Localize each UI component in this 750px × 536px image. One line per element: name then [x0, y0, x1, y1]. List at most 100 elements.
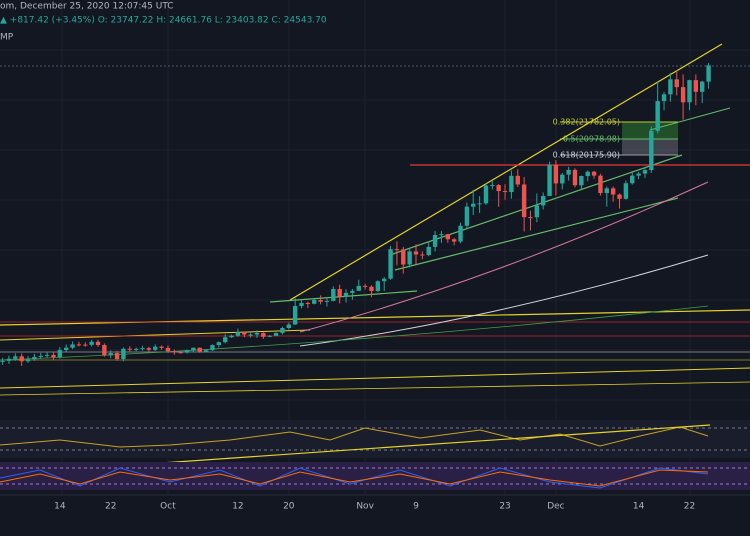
candle-body	[248, 334, 253, 336]
candle-body	[649, 130, 654, 171]
candle-body	[121, 348, 126, 360]
x-tick-label: 9	[413, 502, 419, 512]
candle-body	[490, 185, 495, 187]
x-tick-label: Nov	[356, 502, 374, 512]
candle-body	[623, 183, 629, 199]
candle-body	[318, 300, 323, 302]
candle-body	[382, 278, 387, 282]
candle-body	[700, 81, 705, 92]
stoch-line	[0, 469, 709, 487]
candle-body	[299, 302, 304, 307]
candle-body	[127, 348, 132, 350]
candle-body	[464, 206, 470, 226]
drawings	[0, 43, 750, 396]
candle-body	[407, 251, 412, 265]
x-tick-label: 14	[633, 502, 645, 512]
candle-body	[114, 353, 120, 360]
candle-body	[534, 205, 540, 218]
candle-body	[572, 169, 578, 186]
candle-body	[312, 300, 317, 304]
candle-body	[439, 234, 444, 236]
candle-body	[642, 170, 648, 174]
candle-body	[604, 188, 609, 194]
candle-body	[242, 332, 247, 335]
candle-body	[172, 351, 177, 353]
x-tick-label: 20	[283, 502, 295, 512]
candle-body	[337, 288, 342, 297]
candle-body	[630, 175, 635, 184]
candle-body	[483, 185, 489, 204]
candle-body	[286, 324, 291, 328]
fib-label: 0.382(21782.05)	[553, 118, 620, 127]
candle-body	[19, 356, 24, 362]
candle-body	[197, 347, 202, 352]
fib-label: 0.5(20978.98)	[563, 135, 620, 144]
candle-body	[95, 341, 101, 346]
candle-body	[51, 354, 56, 358]
candle-body	[44, 354, 50, 356]
candle-body	[331, 288, 336, 301]
candle-body	[451, 239, 457, 242]
candle-body	[610, 188, 616, 195]
candle-body	[547, 164, 552, 196]
candle-body	[509, 175, 514, 193]
candle-body	[254, 332, 260, 335]
candle-body	[292, 306, 298, 325]
x-tick-label: 14	[54, 502, 66, 512]
candle-body	[70, 344, 75, 348]
candle-body	[64, 347, 69, 350]
candle-body	[223, 337, 228, 343]
candle-body	[191, 347, 196, 351]
candle-body	[32, 356, 37, 360]
candle-body	[706, 65, 711, 82]
x-tick-label: Oct	[160, 502, 176, 512]
candle-body	[636, 173, 641, 176]
candle-body	[324, 300, 330, 302]
candle-body	[356, 285, 361, 291]
header: om, December 25, 2020 12:07:45 UTC	[0, 2, 174, 12]
candle-body	[591, 171, 597, 176]
study-label: MP	[0, 33, 14, 43]
candle-body	[108, 353, 113, 356]
candle-body	[566, 169, 571, 175]
candle-body	[362, 285, 368, 287]
candle-body	[668, 79, 673, 95]
candle-body	[184, 350, 190, 353]
candle-body	[655, 101, 660, 131]
candle-body	[146, 348, 152, 350]
candle-body	[159, 346, 164, 348]
candle-body	[617, 194, 622, 199]
candle-body	[579, 176, 584, 186]
candle-body	[280, 327, 285, 333]
stoch-line	[0, 467, 709, 489]
candle-body	[680, 87, 686, 103]
candle-body	[413, 251, 419, 255]
candle-body	[687, 80, 692, 103]
candle-body	[585, 171, 590, 177]
candle-body	[674, 79, 679, 88]
candle-body	[178, 352, 183, 354]
candle-body	[401, 249, 406, 265]
candle-body	[216, 342, 222, 346]
candle-body	[273, 332, 279, 336]
candle-body	[375, 281, 381, 292]
candle-body	[229, 335, 234, 338]
candle-body	[471, 203, 476, 207]
rsi-panel	[0, 420, 750, 458]
background-grid	[0, 0, 750, 495]
x-tick-label: 23	[499, 502, 510, 512]
candle-body	[203, 350, 209, 352]
candle-body	[13, 356, 18, 359]
candle-body	[261, 332, 266, 337]
candle-body	[343, 292, 349, 297]
x-tick-label: 22	[684, 502, 695, 512]
x-tick-label: 22	[105, 502, 116, 512]
ohlc-line: ▲ +817.42 (+3.45%) O: 23747.22 H: 24661.…	[0, 16, 327, 26]
candle-body	[693, 80, 699, 92]
candle-body	[25, 359, 31, 362]
candle-body	[305, 302, 311, 304]
candle-body	[502, 191, 508, 193]
candle-body	[38, 355, 43, 357]
candle-body	[133, 348, 139, 350]
